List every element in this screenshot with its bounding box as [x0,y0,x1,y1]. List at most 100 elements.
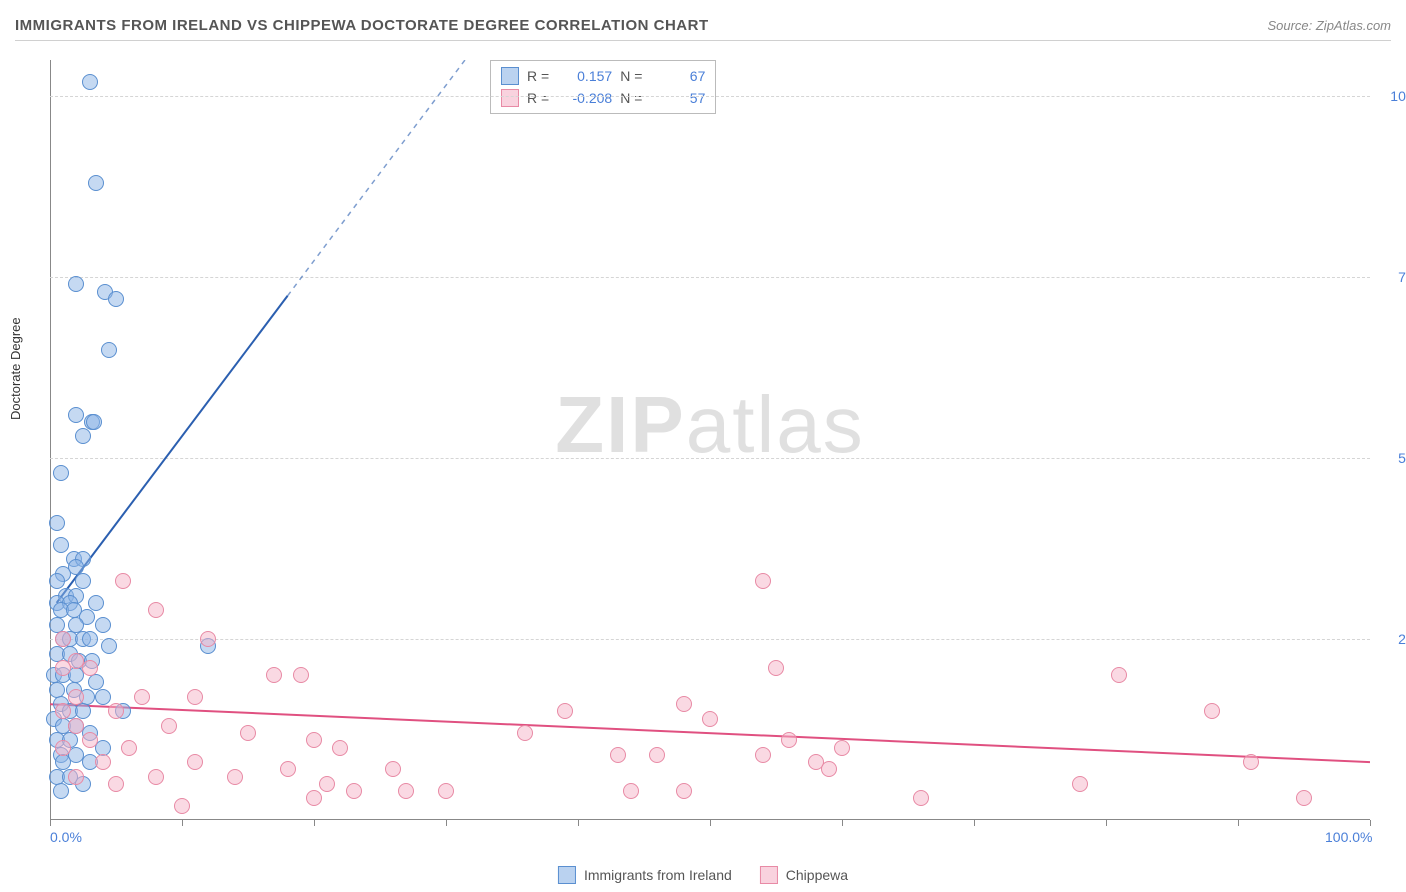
data-point [55,631,71,647]
data-point [68,689,84,705]
data-point [68,769,84,785]
watermark: ZIPatlas [555,379,864,471]
x-tick-mark [182,820,183,826]
data-point [148,602,164,618]
data-point [82,732,98,748]
data-point [702,711,718,727]
data-point [68,718,84,734]
data-point [913,790,929,806]
stat-n-value: 67 [650,68,705,84]
data-point [623,783,639,799]
trend-lines [50,60,1370,820]
stat-r-value: 0.157 [557,68,612,84]
x-tick-mark [842,820,843,826]
x-tick-label: 100.0% [1325,829,1372,845]
data-point [280,761,296,777]
swatch-icon [501,67,519,85]
data-point [834,740,850,756]
data-point [82,74,98,90]
data-point [49,573,65,589]
stat-r-value: -0.208 [557,90,612,106]
data-point [1296,790,1312,806]
stats-row-chippewa: R = -0.208 N = 57 [501,87,705,109]
y-axis-label: Doctorate Degree [8,317,23,420]
x-tick-mark [50,820,51,826]
data-point [53,465,69,481]
gridline [50,96,1370,97]
chart-plot-area: ZIPatlas R = 0.157 N = 67 R = -0.208 N =… [50,60,1370,820]
data-point [240,725,256,741]
data-point [101,342,117,358]
data-point [174,798,190,814]
data-point [68,407,84,423]
gridline [50,458,1370,459]
legend-label: Immigrants from Ireland [584,867,732,883]
y-tick-label: 2.5% [1375,631,1406,647]
swatch-icon [501,89,519,107]
data-point [55,703,71,719]
stat-n-label: N = [620,68,642,84]
data-point [398,783,414,799]
data-point [1072,776,1088,792]
swatch-icon [558,866,576,884]
x-tick-mark [1106,820,1107,826]
data-point [319,776,335,792]
stat-r-label: R = [527,90,549,106]
data-point [768,660,784,676]
data-point [649,747,665,763]
stat-n-value: 57 [650,90,705,106]
data-point [82,631,98,647]
data-point [781,732,797,748]
legend-item-ireland: Immigrants from Ireland [558,866,732,884]
x-tick-label: 0.0% [50,829,82,845]
data-point [385,761,401,777]
x-tick-mark [710,820,711,826]
bottom-legend: Immigrants from Ireland Chippewa [558,866,848,884]
x-tick-mark [446,820,447,826]
data-point [306,790,322,806]
data-point [88,595,104,611]
data-point [346,783,362,799]
data-point [53,783,69,799]
swatch-icon [760,866,778,884]
data-point [332,740,348,756]
gridline [50,639,1370,640]
data-point [68,276,84,292]
data-point [101,638,117,654]
data-point [755,573,771,589]
data-point [676,783,692,799]
data-point [88,175,104,191]
y-tick-label: 10.0% [1375,88,1406,104]
data-point [161,718,177,734]
stat-n-label: N = [620,90,642,106]
data-point [821,761,837,777]
x-tick-mark [1370,820,1371,826]
data-point [1243,754,1259,770]
x-tick-mark [974,820,975,826]
data-point [1111,667,1127,683]
data-point [55,740,71,756]
legend-label: Chippewa [786,867,848,883]
data-point [108,291,124,307]
data-point [610,747,626,763]
chart-title: IMMIGRANTS FROM IRELAND VS CHIPPEWA DOCT… [15,17,709,34]
data-point [266,667,282,683]
data-point [306,732,322,748]
x-tick-mark [578,820,579,826]
data-point [75,428,91,444]
gridline [50,277,1370,278]
x-tick-mark [314,820,315,826]
data-point [134,689,150,705]
y-tick-label: 5.0% [1375,450,1406,466]
y-axis-line [50,60,51,820]
data-point [438,783,454,799]
data-point [86,414,102,430]
data-point [53,537,69,553]
data-point [557,703,573,719]
data-point [755,747,771,763]
data-point [676,696,692,712]
data-point [82,660,98,676]
stats-legend: R = 0.157 N = 67 R = -0.208 N = 57 [490,60,716,114]
data-point [49,515,65,531]
data-point [187,754,203,770]
